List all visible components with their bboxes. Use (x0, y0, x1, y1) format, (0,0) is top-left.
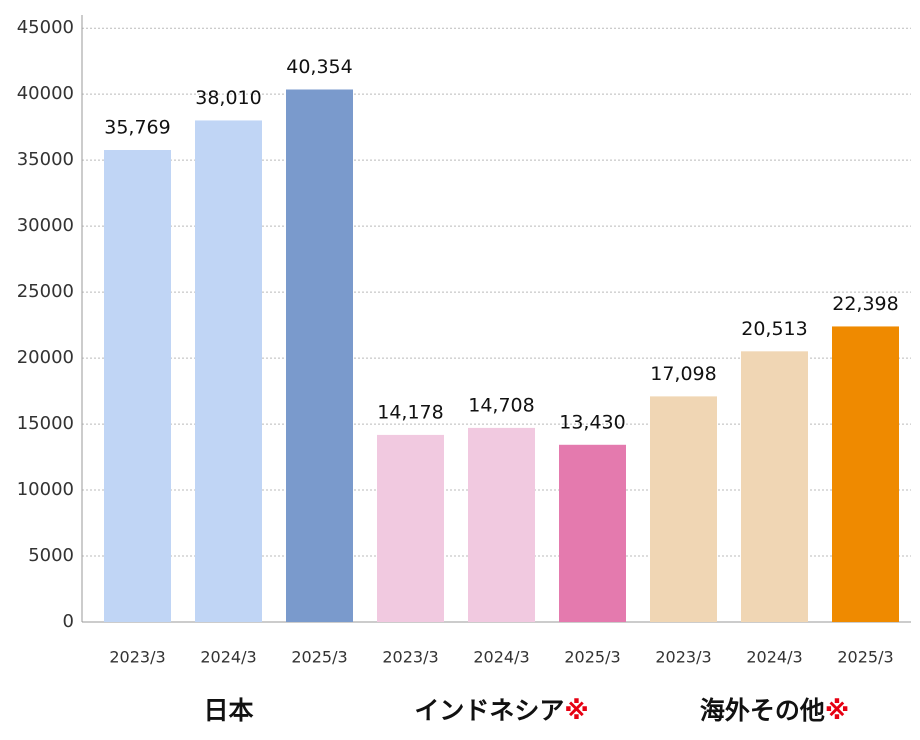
group-note-mark: ※ (564, 696, 588, 725)
y-tick-label: 0 (63, 611, 74, 632)
x-tick-label: 2023/3 (382, 648, 438, 667)
x-tick-label: 2024/3 (746, 648, 802, 667)
x-tick-label: 2023/3 (109, 648, 165, 667)
y-tick-label: 45000 (17, 17, 74, 38)
y-tick-label: 5000 (28, 545, 74, 566)
value-label: 13,430 (559, 411, 625, 433)
y-tick-label: 30000 (17, 215, 74, 236)
x-tick-label: 2023/3 (655, 648, 711, 667)
x-tick-label: 2025/3 (564, 648, 620, 667)
value-label: 20,513 (741, 318, 807, 340)
y-tick-label: 35000 (17, 149, 74, 170)
bar (468, 427, 535, 622)
bar (286, 89, 353, 622)
value-label: 17,098 (650, 363, 716, 385)
group-label: 海外その他※ (700, 696, 849, 725)
x-tick-label: 2024/3 (473, 648, 529, 667)
x-tick-label: 2025/3 (837, 648, 893, 667)
value-label: 14,708 (468, 394, 534, 416)
bar (195, 120, 262, 622)
bar (650, 396, 717, 622)
y-tick-label: 15000 (17, 413, 74, 434)
bar (832, 326, 899, 622)
group-label: インドネシア※ (414, 696, 588, 725)
bar (377, 434, 444, 622)
x-tick-label: 2025/3 (291, 648, 347, 667)
x-tick-label: 2024/3 (200, 648, 256, 667)
bar (559, 444, 626, 622)
group-name: 海外その他 (700, 696, 825, 725)
group-note-mark: ※ (825, 696, 849, 725)
value-label: 35,769 (104, 117, 170, 139)
group-name: 日本 (203, 696, 253, 725)
y-tick-label: 40000 (17, 83, 74, 104)
value-label: 14,178 (377, 401, 443, 423)
y-tick-label: 10000 (17, 479, 74, 500)
y-tick-label: 25000 (17, 281, 74, 302)
value-label: 40,354 (286, 56, 352, 78)
bar (104, 150, 171, 623)
y-tick-label: 20000 (17, 347, 74, 368)
group-label: 日本 (203, 696, 253, 725)
value-label: 22,398 (832, 293, 898, 315)
bar (741, 351, 808, 622)
value-label: 38,010 (195, 87, 261, 109)
group-name: インドネシア (414, 696, 564, 725)
